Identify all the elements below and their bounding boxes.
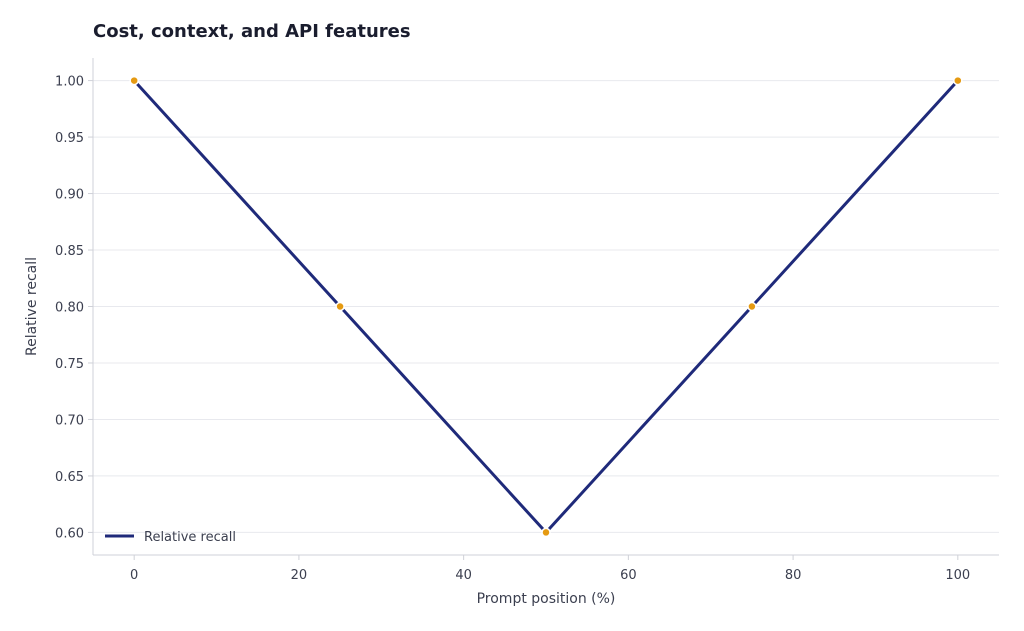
legend: Relative recall — [105, 530, 236, 545]
y-tick-label: 0.60 — [55, 526, 84, 541]
x-tick-label: 100 — [945, 568, 970, 583]
x-tick-label: 20 — [291, 568, 308, 583]
data-point — [747, 301, 757, 312]
grid-lines — [93, 80, 999, 533]
data-point — [953, 75, 963, 86]
y-tick-label: 0.85 — [55, 244, 84, 259]
series-group — [129, 75, 963, 538]
x-tick-label: 40 — [455, 568, 472, 583]
data-point — [541, 527, 551, 538]
y-tick-label: 0.65 — [55, 470, 84, 485]
y-tick-label: 1.00 — [55, 75, 84, 90]
y-tick-label: 0.90 — [55, 188, 84, 203]
y-tick-labels: 0.60 0.65 0.70 0.75 0.80 0.85 0.90 0.95 1.00 — [55, 75, 93, 541]
x-tick-labels: 0 20 40 60 80 100 — [130, 555, 970, 583]
legend-label: Relative recall — [144, 530, 236, 545]
y-tick-label: 0.70 — [55, 413, 84, 428]
y-tick-label: 0.75 — [55, 357, 84, 372]
data-point — [129, 75, 139, 86]
y-axis-label: Relative recall — [24, 257, 40, 356]
y-tick-label: 0.95 — [55, 131, 84, 146]
x-tick-label: 60 — [620, 568, 637, 583]
chart-title: Cost, context, and API features — [93, 21, 411, 42]
data-point — [335, 301, 345, 312]
y-tick-label: 0.80 — [55, 301, 84, 316]
x-tick-label: 80 — [785, 568, 802, 583]
x-tick-label: 0 — [130, 568, 138, 583]
x-axis-label: Prompt position (%) — [477, 591, 616, 607]
